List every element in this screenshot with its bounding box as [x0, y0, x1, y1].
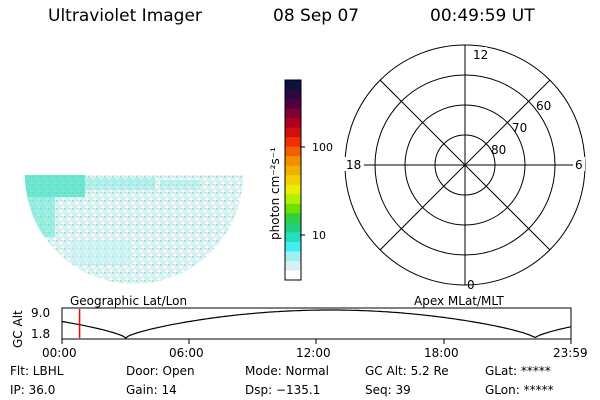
timeline-xtick-0000: 00:00 — [42, 346, 77, 360]
header-time: 00:49:59 UT — [430, 6, 535, 26]
polar-label-12: 12 — [473, 48, 488, 62]
polar-lat-80: 80 — [491, 143, 506, 157]
colorbar-segment — [285, 241, 301, 252]
timeline-ytick-low: 1.8 — [31, 327, 50, 341]
colorbar-segment — [285, 108, 301, 119]
status-gain: Gain: 14 — [126, 383, 177, 397]
timeline-xtick-1200: 12:00 — [296, 346, 331, 360]
timeline-axis-title: GC Alt — [11, 310, 25, 348]
timeline-xticks — [61, 339, 572, 344]
timeline-ytick-high: 9.0 — [31, 306, 50, 320]
colorbar-segment — [285, 270, 301, 281]
status-glat: GLat: ***** — [485, 364, 551, 378]
header-date: 08 Sep 07 — [273, 6, 360, 26]
colorbar-segment — [285, 175, 301, 186]
colorbar-segment — [285, 184, 301, 195]
status-door: Door: Open — [126, 364, 195, 378]
timeline-left-label: Geographic Lat/Lon — [70, 294, 187, 308]
colorbar-segment — [285, 232, 301, 243]
colorbar-segment — [285, 203, 301, 214]
colorbar-segment — [285, 222, 301, 233]
colorbar-segment — [285, 137, 301, 148]
polar-lat-70: 70 — [512, 121, 527, 135]
page-title: Ultraviolet Imager — [48, 6, 202, 26]
timeline-xtick-0600: 06:00 — [169, 346, 204, 360]
colorbar — [284, 79, 302, 281]
status-seq: Seq: 39 — [365, 383, 411, 397]
colorbar-segment — [285, 156, 301, 167]
timeline-frame — [61, 307, 572, 340]
timeline-xtick-2359: 23:59 — [553, 346, 588, 360]
timeline-right-label: Apex MLat/MLT — [414, 294, 504, 308]
colorbar-frame — [284, 79, 302, 281]
polar-label-0: 0 — [467, 278, 475, 292]
colorbar-segment — [285, 213, 301, 224]
colorbar-segment — [285, 146, 301, 157]
colorbar-label: photon cm⁻²s⁻¹ — [268, 147, 282, 240]
colorbar-segment — [285, 80, 301, 91]
polar-label-18: 18 — [346, 158, 361, 172]
colorbar-tick-10: 10 — [312, 229, 326, 242]
status-flt: Flt: LBHL — [10, 364, 64, 378]
status-ip: IP: 36.0 — [10, 383, 56, 397]
status-glon: GLon: ***** — [485, 383, 554, 397]
status-gc-alt: GC Alt: 5.2 Re — [365, 364, 449, 378]
polar-grid — [344, 44, 586, 286]
colorbar-segment — [285, 118, 301, 129]
colorbar-segment — [285, 99, 301, 110]
colorbar-segment — [285, 260, 301, 271]
colorbar-ticks — [300, 146, 305, 236]
timeline-xtick-1800: 18:00 — [424, 346, 459, 360]
colorbar-segment — [285, 127, 301, 138]
colorbar-tick-100: 100 — [312, 141, 333, 154]
polar-lat-60: 60 — [536, 99, 551, 113]
status-mode: Mode: Normal — [245, 364, 329, 378]
orbit-altitude-curve — [61, 309, 572, 339]
status-dsp: Dsp: −135.1 — [245, 383, 321, 397]
colorbar-segment — [285, 251, 301, 262]
colorbar-segment — [285, 89, 301, 100]
colorbar-segment — [285, 165, 301, 176]
polar-label-6: 6 — [575, 158, 583, 172]
colorbar-segment — [285, 194, 301, 205]
uv-image — [25, 175, 243, 284]
